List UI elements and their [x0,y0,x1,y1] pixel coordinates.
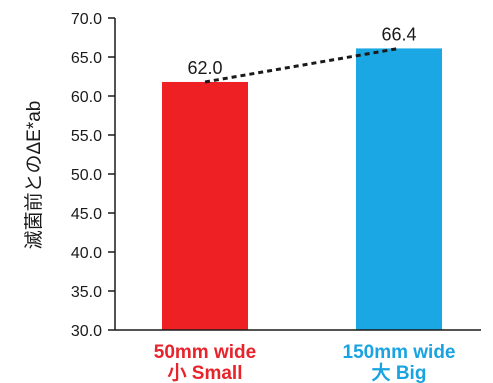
y-tick-label: 30.0 [71,323,102,340]
bar [162,81,248,331]
y-tick-label: 35.0 [71,284,102,301]
category-label-line1: 150mm wide [343,342,456,363]
axes [114,18,481,331]
category-label-line1: 50mm wide [154,342,256,363]
bars [162,48,442,331]
category-label-line2: 小 Small [168,362,243,383]
category-label-line2: 大 Big [372,361,427,383]
y-tick-label: 65.0 [71,50,102,67]
y-tick-label: 50.0 [71,167,102,184]
trend-line [204,46,400,84]
bar [356,48,442,331]
y-tick-label: 70.0 [71,11,102,28]
data-label: 62.0 [187,58,222,78]
y-axis-ticks: 30.0 35.0 40.0 45.0 50.0 55.0 60.0 65.0 70.0 [71,11,115,340]
y-tick-label: 60.0 [71,89,102,106]
y-tick-label: 45.0 [71,206,102,223]
data-labels: 62.0 66.4 [187,24,416,78]
y-tick-label: 55.0 [71,128,102,145]
y-axis-label: 滅菌前とのΔE*ab [23,101,45,250]
data-label: 66.4 [381,24,416,44]
y-tick-label: 40.0 [71,245,102,262]
